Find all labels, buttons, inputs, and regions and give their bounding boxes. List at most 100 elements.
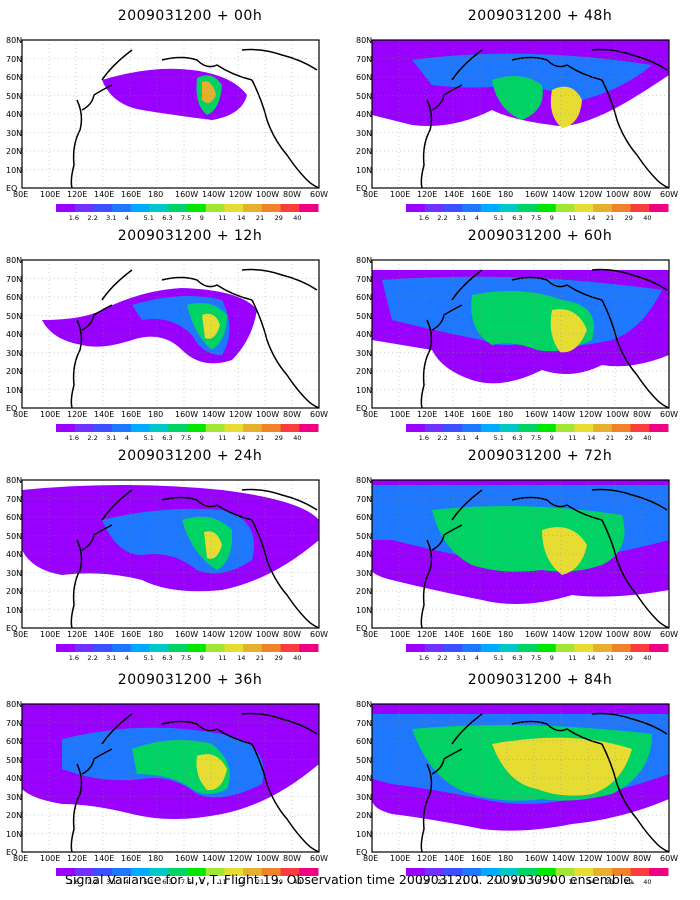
colorbar-swatch	[130, 644, 151, 652]
lat-tick-label: EQ	[356, 848, 368, 857]
colorbar-label: 2.2	[87, 214, 98, 222]
lon-tick-label: 120E	[67, 630, 88, 639]
lat-tick-label: 10N	[6, 165, 23, 175]
lon-tick-label: 140E	[94, 410, 115, 419]
lon-tick-label: 80W	[283, 630, 302, 639]
colorbar-label: 3.1	[106, 214, 117, 222]
colorbar-swatch	[406, 868, 426, 876]
lon-tick-label: 160E	[471, 854, 492, 863]
lon-tick-label: 120W	[229, 410, 253, 419]
lat-tick-label: 70N	[6, 494, 23, 504]
colorbar-label: 29	[624, 214, 633, 222]
colorbar-swatch	[261, 644, 282, 652]
coastline-0	[70, 99, 83, 189]
colorbar-label: 9	[549, 654, 554, 662]
lat-tick-label: 80N	[6, 36, 23, 45]
lat-tick-label: 50N	[356, 531, 373, 541]
lon-tick-label: 160W	[525, 630, 549, 639]
lat-tick-label: 30N	[6, 128, 23, 138]
lat-tick-label: 10N	[356, 165, 373, 175]
colorbar-swatch	[130, 204, 151, 212]
colorbar-swatch	[518, 644, 538, 652]
lon-tick-label: 100W	[606, 410, 630, 419]
coastline-5	[241, 48, 318, 71]
colorbar	[406, 424, 669, 432]
lon-tick-label: 140E	[444, 190, 465, 199]
colorbar-label: 1.6	[68, 654, 80, 662]
lon-tick-label: 140E	[444, 410, 465, 419]
lat-tick-label: 50N	[6, 755, 23, 765]
lat-tick-label: 50N	[6, 91, 23, 101]
map-frame	[371, 39, 670, 189]
lon-tick-label: 160E	[471, 190, 492, 199]
colorbar-swatch	[56, 868, 76, 876]
map-plot	[371, 703, 670, 853]
colorbar-swatch	[518, 868, 538, 876]
map-frame	[371, 259, 670, 409]
lon-tick-label: 60W	[660, 190, 679, 199]
lat-tick-label: 70N	[356, 494, 373, 504]
lon-tick-label: 120W	[229, 190, 253, 199]
colorbar-swatch	[205, 204, 225, 212]
lon-tick-label: 140W	[202, 854, 226, 863]
lon-tick-label: 140E	[94, 630, 115, 639]
colorbar-swatch	[424, 868, 444, 876]
lat-tick-label: 40N	[6, 550, 23, 559]
lat-tick-label: 70N	[6, 54, 23, 64]
contour-fill-0	[102, 68, 247, 120]
lon-tick-label: 100E	[390, 410, 411, 419]
coastline-3	[511, 276, 603, 301]
lat-tick-label: 40N	[356, 774, 373, 783]
colorbar-swatch	[112, 868, 132, 876]
colorbar-swatch	[261, 868, 282, 876]
lat-tick-label: 50N	[356, 91, 373, 101]
coastline-1	[431, 84, 463, 111]
lat-tick-label: EQ	[356, 404, 368, 413]
map-panel: 2009031200 + 00h 80N 70N 60N 50N 40N 30N 20N 10N…	[6, 8, 360, 223]
colorbar-label: 29	[624, 654, 633, 662]
map-plot	[371, 259, 670, 409]
map-panel: 2009031200 + 84h 80N 70N 60N 50N 40N 30N 20N 10N…	[356, 672, 700, 887]
lat-tick-label: 70N	[6, 718, 23, 728]
coastline-3	[511, 720, 603, 745]
colorbar-swatch	[499, 424, 519, 432]
lon-tick-label: 180	[498, 410, 514, 419]
lat-tick-label: 50N	[356, 311, 373, 321]
map-plot	[21, 259, 320, 409]
lat-tick-label: 30N	[356, 128, 373, 138]
colorbar-label: 6.3	[162, 214, 173, 222]
colorbar-swatch	[406, 644, 426, 652]
panel-title: 2009031200 + 12h	[117, 228, 263, 244]
colorbar-label: 2.2	[437, 654, 448, 662]
map-plot	[371, 479, 670, 629]
lat-tick-label: EQ	[356, 184, 368, 193]
colorbar-swatch	[611, 204, 632, 212]
lat-tick-label: EQ	[356, 624, 368, 633]
colorbar-swatch	[299, 868, 319, 876]
lat-tick-label: 10N	[356, 829, 373, 839]
lat-tick-label: 60N	[356, 293, 373, 302]
colorbar-label: 5.1	[493, 214, 504, 222]
lat-tick-label: 80N	[356, 476, 373, 485]
colorbar-swatch	[261, 424, 282, 432]
colorbar-label: 29	[624, 434, 633, 442]
lat-tick-label: 20N	[356, 587, 373, 596]
colorbar-label: 21	[605, 214, 615, 222]
colorbar-label: 14	[237, 214, 246, 222]
lon-tick-label: 160W	[525, 854, 549, 863]
lon-tick-label: 140W	[552, 854, 576, 863]
coastline-0	[420, 763, 433, 853]
colorbar-label: 5.1	[493, 434, 504, 442]
colorbar-label: 3.1	[106, 878, 117, 886]
lon-tick-label: 60W	[310, 410, 329, 419]
colorbar-label: 1.6	[418, 878, 430, 886]
lon-tick-label: 80E	[13, 190, 29, 199]
lat-tick-label: 80N	[6, 476, 23, 485]
colorbar-swatch	[555, 868, 575, 876]
coastline-3	[511, 56, 603, 81]
lon-tick-label: 80W	[633, 630, 652, 639]
lon-tick-label: 140W	[202, 410, 226, 419]
colorbar-label: 14	[237, 654, 246, 662]
colorbar-swatch	[299, 644, 319, 652]
lat-tick-label: 10N	[6, 605, 23, 615]
